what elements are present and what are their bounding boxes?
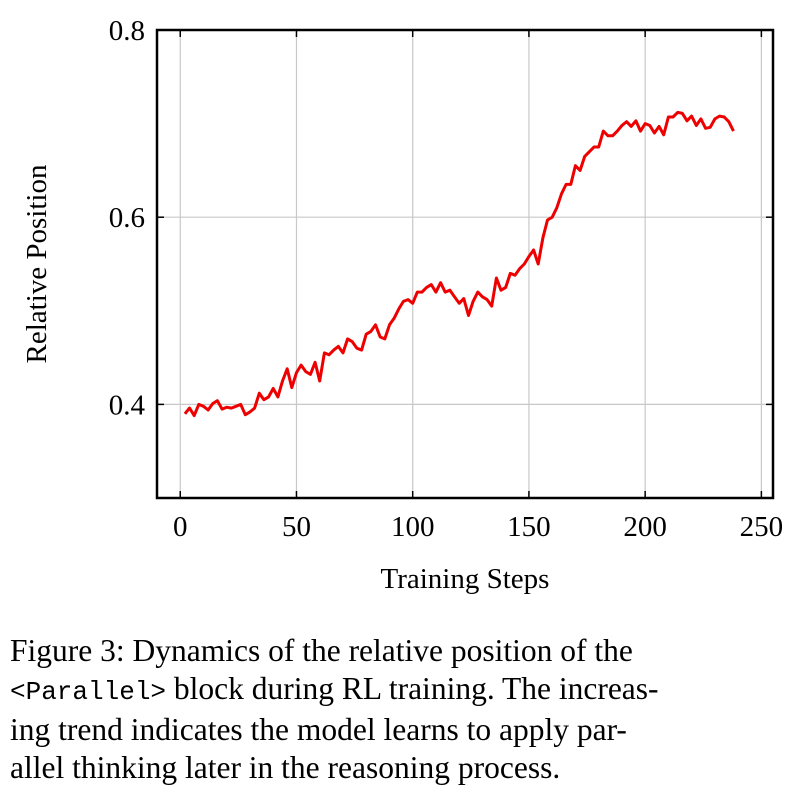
x-tick-label: 50 (282, 511, 311, 543)
series-line (183, 110, 735, 418)
caption-line-1: Figure 3: Dynamics of the relative posit… (10, 633, 633, 668)
y-tick-label: 0.8 (109, 15, 145, 47)
figure-caption: Figure 3: Dynamics of the relative posit… (10, 632, 792, 787)
line-chart: 0 50 100 150 200 250 0.4 0.6 0.8 Training Steps… (21, 15, 783, 595)
caption-line-3: ing trend indicates the model learns to … (10, 712, 627, 747)
y-axis-ticks: 0.4 0.6 0.8 (109, 15, 773, 421)
x-tick-label: 100 (391, 511, 435, 543)
caption-line-2: <Parallel> block during RL training. The… (10, 670, 792, 711)
y-tick-label: 0.6 (109, 202, 145, 234)
x-tick-label: 0 (173, 511, 188, 543)
caption-line-4: allel thinking later in the reasoning pr… (10, 750, 561, 785)
x-tick-label: 200 (623, 511, 667, 543)
y-tick-label: 0.4 (109, 389, 146, 421)
x-tick-label: 150 (507, 511, 551, 543)
y-axis-label: Relative Position (21, 164, 53, 363)
x-axis-label: Training Steps (381, 563, 550, 595)
caption-line-2-text: block during RL training. The increas- (166, 671, 659, 706)
x-tick-label: 250 (740, 511, 784, 543)
caption-code-tag: <Parallel> (10, 677, 167, 707)
x-axis-ticks: 0 50 100 150 200 250 (173, 30, 783, 543)
grid-lines (157, 29, 773, 498)
plot-frame (155, 28, 775, 500)
